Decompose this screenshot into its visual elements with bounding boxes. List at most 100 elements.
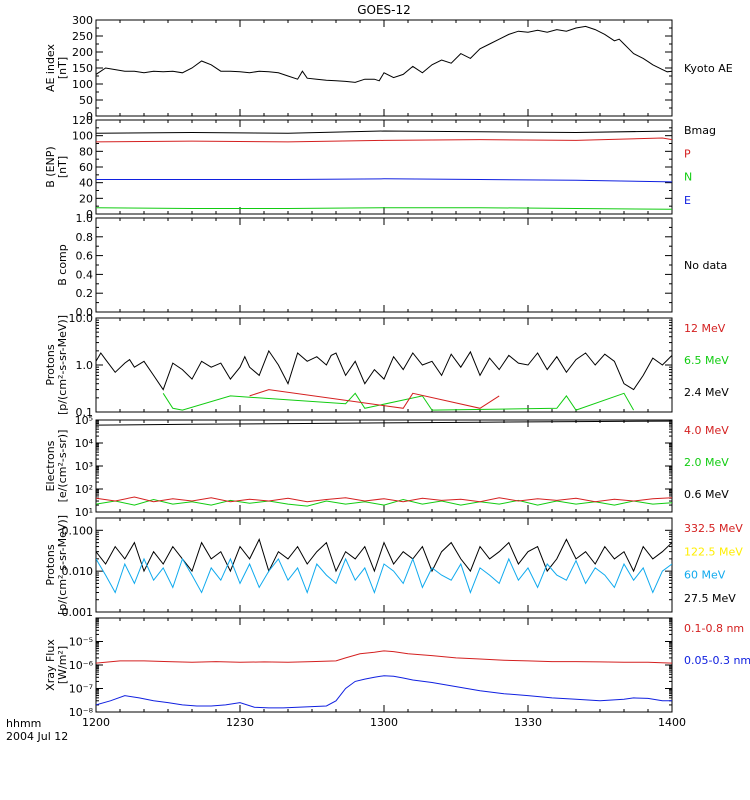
plot-title: GOES-12 <box>357 3 411 17</box>
panel-electrons: 10¹ 10² 10³ 10⁴ 10⁵ Electrons [e/(cm²-s-sr)] 4.… <box>44 414 729 519</box>
legend-entry: Bmag <box>684 124 716 137</box>
y-axis-label: B (ENP) <box>44 146 57 187</box>
y-tick-label: 0.6 <box>76 250 94 263</box>
x-tick-label: 1400 <box>658 716 686 729</box>
y-tick-label: 100 <box>72 78 93 91</box>
series-line-p <box>96 137 672 143</box>
legend-entry: 0.6 MeV <box>684 488 729 501</box>
legend-entry: 2.4 MeV <box>684 386 729 399</box>
y-tick-label: 0.1 <box>76 406 94 419</box>
y-tick-label: 10⁴ <box>75 437 94 450</box>
panel-frame <box>95 119 673 215</box>
x-axis-date-label: 2004 Jul 12 <box>6 730 68 743</box>
y-tick-label: 300 <box>72 14 93 27</box>
y-tick-label: 0 <box>86 208 93 221</box>
legend-entry: 122.5 MeV <box>684 545 743 558</box>
series-line-0-6-mev <box>96 420 672 426</box>
y-tick-label: 120 <box>72 114 93 127</box>
series-line-n <box>96 207 672 210</box>
y-tick-label: 10³ <box>75 460 93 473</box>
legend-entry: 60 MeV <box>684 569 726 582</box>
panel-protons_low: 0.1 1.0 10.0 Protons [p/(cm²-s-sr-MeV)] 12 Me… <box>44 312 729 419</box>
x-tick-label: 1230 <box>226 716 254 729</box>
series-line-4-0-mev <box>96 496 672 503</box>
legend-entry: No data <box>684 259 727 272</box>
x-tick-label: 1330 <box>514 716 542 729</box>
legend-entry: 12 MeV <box>684 322 726 335</box>
legend-entry: 2.0 MeV <box>684 456 729 469</box>
series-line-0-1-0-8-nm <box>96 650 672 664</box>
legend-entry: 0.1-0.8 nm <box>684 622 744 635</box>
series-line-6-5-mev <box>162 392 635 411</box>
series-line-60-mev <box>96 557 672 594</box>
legend-entry: 4.0 MeV <box>684 424 729 437</box>
series-line-12-mev <box>249 389 500 409</box>
x-axis-corner-label: hhmm <box>6 717 41 730</box>
y-axis-label: Protons <box>44 544 57 585</box>
y-axis-label: Protons <box>44 344 57 385</box>
y-axis-label: [W/m²] <box>56 646 69 684</box>
y-tick-label: 0.4 <box>76 268 94 281</box>
legend-entry: Kyoto AE <box>684 62 733 75</box>
y-tick-label: 1.0 <box>76 212 94 225</box>
y-tick-label: 80 <box>79 145 93 158</box>
x-tick-label: 1200 <box>82 716 110 729</box>
series-line-0-05-0-3-nm <box>96 675 672 709</box>
y-tick-label: 250 <box>72 30 93 43</box>
series-line-bmag <box>96 130 672 134</box>
y-tick-label: 10⁵ <box>75 414 93 427</box>
y-tick-label: 20 <box>79 192 93 205</box>
y-axis-label: Electrons <box>44 440 57 491</box>
y-tick-label: 10⁻⁵ <box>69 636 93 649</box>
y-tick-label: 50 <box>79 94 93 107</box>
legend-entry: 27.5 MeV <box>684 592 736 605</box>
panel-frame <box>95 19 673 117</box>
y-axis-label: [p/(cm²-s-sr-MeV)] <box>56 515 69 615</box>
legend-entry: P <box>684 147 691 160</box>
legend-entry: 332.5 MeV <box>684 522 743 535</box>
series-line-2-0-mev <box>96 498 672 507</box>
x-tick-label: 1300 <box>370 716 398 729</box>
legend-entry: N <box>684 171 692 184</box>
y-axis-label: [e/(cm²-s-sr)] <box>56 430 69 503</box>
panel-frame <box>95 317 673 413</box>
y-axis-label: AE index <box>44 43 57 92</box>
panel-ae: 0 50 100 150 200 250 300 AE index [nT] Kyoto AE <box>44 14 733 123</box>
y-tick-label: 60 <box>79 161 93 174</box>
y-axis-label: [nT] <box>56 156 69 178</box>
y-axis-label: [p/(cm²-s-sr-MeV)] <box>56 315 69 415</box>
y-tick-label: 10² <box>75 483 93 496</box>
y-tick-label: 0.100 <box>62 524 94 537</box>
x-axis: 1200 1230 1300 1330 1400 <box>82 716 686 729</box>
y-tick-label: 10⁻⁶ <box>69 659 94 672</box>
legend-entry: 6.5 MeV <box>684 354 729 367</box>
series-line-kyoto-ae <box>96 25 672 83</box>
y-tick-label: 10.0 <box>69 312 94 325</box>
y-tick-label: 0.8 <box>76 231 94 244</box>
y-tick-label: 0.010 <box>62 565 94 578</box>
legend-entry: E <box>684 194 691 207</box>
y-tick-label: 0.2 <box>76 287 94 300</box>
y-tick-label: 10⁻⁷ <box>69 683 93 696</box>
y-axis-label: Xray Flux <box>44 639 57 691</box>
series-line-27-5-mev <box>96 538 672 573</box>
y-tick-label: 1.0 <box>76 359 94 372</box>
y-tick-label: 0.001 <box>62 606 94 619</box>
y-axis-label: [nT] <box>56 57 69 79</box>
legend-entry: 0.05-0.3 nm <box>684 654 750 667</box>
y-tick-label: 200 <box>72 46 93 59</box>
y-tick-label: 10⁻⁸ <box>69 706 94 719</box>
y-axis-label: B comp <box>56 244 69 286</box>
y-tick-label: 0.0 <box>76 306 94 319</box>
panel-bcomp: 0.0 0.2 0.4 0.6 0.8 1.0 B comp No data <box>56 212 727 319</box>
y-tick-label: 40 <box>79 177 93 190</box>
panel-bfield: 0 20 40 60 80 100 120 B (ENP) [nT] Bmag PNE <box>44 114 716 221</box>
y-tick-label: 100 <box>72 130 93 143</box>
series-line-e <box>96 178 672 183</box>
panel-frame <box>95 617 673 713</box>
y-tick-label: 0 <box>86 110 93 123</box>
y-tick-label: 150 <box>72 62 93 75</box>
panel-protons_high: 0.001 0.010 0.100 Protons [p/(cm²-s-sr-MeV)]… <box>44 515 743 619</box>
panel-xray: 10⁻⁸ 10⁻⁷ 10⁻⁶ 10⁻⁵ Xray Flux [W/m²] 0.1-0.8 n… <box>44 617 750 719</box>
